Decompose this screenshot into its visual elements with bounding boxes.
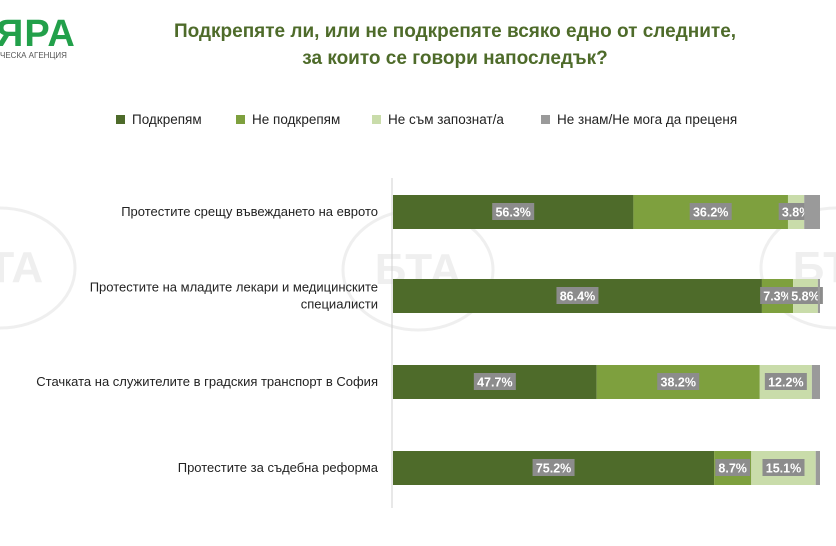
bar-segment bbox=[815, 451, 820, 485]
watermark-seal: БТА bbox=[0, 206, 77, 330]
chart-title-line-2: за които се говори напоследък? bbox=[302, 48, 608, 69]
watermark-text: БТА bbox=[0, 243, 43, 292]
data-label-bg bbox=[764, 373, 807, 390]
data-label-bg bbox=[788, 287, 823, 304]
legend-label: Подкрепям bbox=[132, 112, 202, 127]
bta-logo: ЯРА ЧЕСКА АГЕНЦИЯ bbox=[0, 14, 80, 64]
logo-subtitle: ЧЕСКА АГЕНЦИЯ bbox=[0, 51, 67, 60]
bar-segment bbox=[804, 195, 820, 229]
legend-item-support: Подкрепям bbox=[116, 112, 202, 127]
legend-item-not-aware: Не съм запознат/а bbox=[372, 112, 504, 127]
data-label-bg bbox=[492, 203, 535, 220]
legend-label: Не съм запознат/а bbox=[388, 112, 504, 127]
data-label-bg bbox=[689, 203, 732, 220]
bar-segment bbox=[811, 365, 820, 399]
category-label: Протестите на младите лекари и медицинск… bbox=[90, 280, 378, 295]
legend-swatch bbox=[541, 115, 550, 124]
chart-title-line-1: Подкрепяте ли, или не подкрепяте всяко е… bbox=[173, 21, 737, 42]
data-label: 15.1% bbox=[766, 462, 801, 476]
chart-legend: Подкрепям Не подкрепям Не съм запознат/а… bbox=[0, 112, 836, 132]
data-label: 12.2% bbox=[768, 376, 803, 390]
data-label-bg bbox=[473, 373, 516, 390]
data-label-bg bbox=[556, 287, 599, 304]
category-label: Протестите за съдебна реформа bbox=[178, 460, 379, 475]
category-label: специалисти bbox=[301, 297, 378, 312]
data-label-bg bbox=[532, 459, 575, 476]
data-label-bg bbox=[762, 459, 805, 476]
data-label: 5.8% bbox=[791, 290, 820, 304]
data-label: 56.3% bbox=[495, 206, 530, 220]
category-label: Стачката на служителите в градския транс… bbox=[36, 374, 378, 389]
data-label-bg bbox=[657, 373, 700, 390]
data-label: 47.7% bbox=[477, 376, 512, 390]
bars-layer: 56.3% 36.2% 3.8% 86.4% 7.3% 5.8% 47.7% 38.2% 12.… bbox=[393, 195, 823, 485]
data-label: 8.7% bbox=[718, 462, 747, 476]
watermark-ring bbox=[0, 206, 77, 330]
data-label: 3.8% bbox=[782, 206, 811, 220]
legend-swatch bbox=[372, 115, 381, 124]
chart-title: Подкрепяте ли, или не подкрепяте всяко е… bbox=[110, 18, 800, 72]
legend-label: Не подкрепям bbox=[252, 112, 341, 127]
legend-swatch bbox=[116, 115, 125, 124]
legend-swatch bbox=[236, 115, 245, 124]
legend-item-no-support: Не подкрепям bbox=[236, 112, 340, 127]
watermark-ring bbox=[759, 206, 836, 330]
data-label: 36.2% bbox=[693, 206, 728, 220]
data-label: 38.2% bbox=[661, 376, 696, 390]
category-labels-layer: Протестите срещу въвеждането на еврото Пр… bbox=[36, 204, 378, 475]
data-label: 86.4% bbox=[560, 290, 595, 304]
legend-item-dont-know: Не знам/Не мога да преценя bbox=[541, 112, 737, 127]
data-label-bg bbox=[715, 459, 751, 476]
legend-label: Не знам/Не мога да преценя bbox=[557, 112, 738, 127]
data-label-bg bbox=[760, 287, 795, 304]
bar-segment bbox=[817, 279, 820, 313]
category-label: Протестите срещу въвеждането на еврото bbox=[121, 204, 378, 219]
logo-text: ЯРА bbox=[0, 14, 76, 55]
data-label: 75.2% bbox=[536, 462, 571, 476]
data-label: 7.3% bbox=[763, 290, 792, 304]
